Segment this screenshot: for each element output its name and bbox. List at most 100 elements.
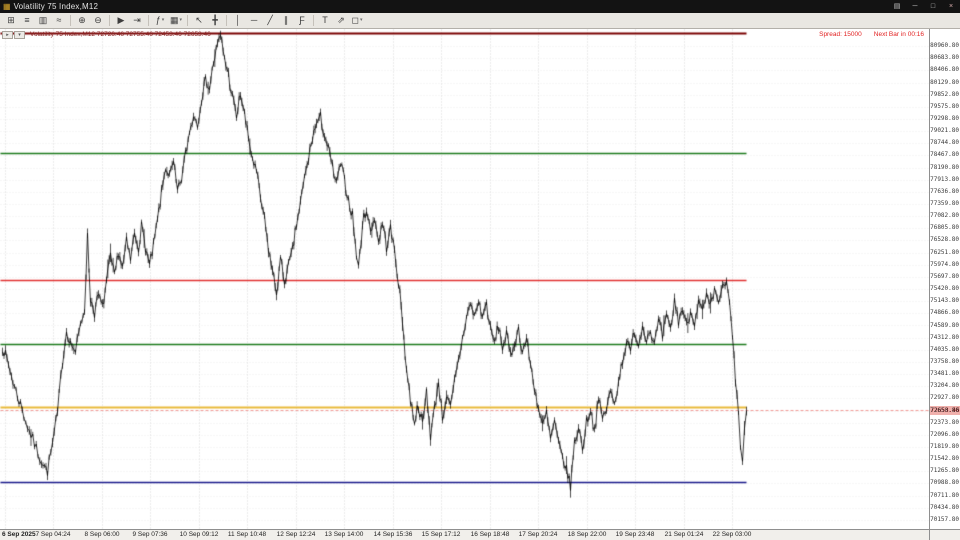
trendline-icon[interactable]: ╱ xyxy=(262,14,278,27)
price-tick-label: 73204.80 xyxy=(930,382,959,390)
time-tick-label: 13 Sep 14:00 xyxy=(324,531,364,538)
time-tick-label: 10 Sep 09:12 xyxy=(179,531,219,538)
time-tick-label: 6 Sep 2025 xyxy=(2,531,36,538)
fibonacci-retracement-icon[interactable]: Ƒ xyxy=(294,14,310,27)
time-tick-label: 17 Sep 20:24 xyxy=(518,531,558,538)
zoom-in-icon[interactable]: ⊕ xyxy=(74,14,90,27)
indicators-icon[interactable]: ƒ ▾ xyxy=(152,14,168,27)
time-tick-label: 14 Sep 15:36 xyxy=(373,531,413,538)
close-button[interactable]: × xyxy=(942,0,960,13)
minimize-button[interactable]: ─ xyxy=(906,0,924,13)
price-tick-label: 74312.80 xyxy=(930,333,959,341)
candlestick-mode-icon[interactable]: ▥ xyxy=(35,14,51,27)
window-titlebar[interactable]: ▦ Volatility 75 Index,M12 ▤ ─ □ × xyxy=(0,0,960,13)
text-label-icon[interactable]: T xyxy=(317,14,333,27)
axis-corner xyxy=(929,529,960,540)
price-tick-label: 77636.80 xyxy=(930,187,959,195)
price-tick-label: 80129.80 xyxy=(930,78,959,86)
shapes-icon[interactable]: ◻ ▾ xyxy=(349,14,365,27)
time-axis[interactable]: 6 Sep 2025 7 Sep 04:24 8 Sep 06:00 9 Sep 07… xyxy=(0,529,929,540)
time-tick-label: 16 Sep 18:48 xyxy=(470,531,510,538)
toolbar-separator xyxy=(148,15,149,26)
price-tick-label: 74035.80 xyxy=(930,345,959,353)
vertical-line-icon[interactable]: │ xyxy=(230,14,246,27)
price-tick-label: 71819.80 xyxy=(930,442,959,450)
price-tick-label: 72373.80 xyxy=(930,418,959,426)
price-tick-label: 78744.80 xyxy=(930,139,959,147)
spread-info: Spread: 15000 Next Bar in 00:16 xyxy=(819,31,924,38)
price-tick-label: 79298.80 xyxy=(930,114,959,122)
time-tick-label: 22 Sep 03:00 xyxy=(712,531,752,538)
price-tick-label: 76805.80 xyxy=(930,224,959,232)
price-tick-label: 80960.80 xyxy=(930,42,959,50)
cursor-icon[interactable]: ↖ xyxy=(191,14,207,27)
time-tick-label: 11 Sep 10:48 xyxy=(227,531,267,538)
price-tick-label: 70434.80 xyxy=(930,503,959,511)
toolbar-separator xyxy=(313,15,315,26)
maximize-button[interactable]: □ xyxy=(924,0,942,13)
toolbar-separator xyxy=(70,15,71,26)
chart-app-icon: ▦ xyxy=(3,2,11,11)
toolbar: ⊞ ≡ ▥ ≈ ⊕ ⊖ ▶ ⇥ ƒ ▾ ▦ ▾ ↖ ╋ │ ─ ╱ ∥ Ƒ T ⇗ ◻ ▾ xyxy=(0,13,960,29)
price-tick-label: 77082.80 xyxy=(930,212,959,220)
horizontal-line-icon[interactable]: ─ xyxy=(246,14,262,27)
toolbar-separator xyxy=(109,15,110,26)
price-tick-label: 80406.80 xyxy=(930,66,959,74)
window-title: Volatility 75 Index,M12 xyxy=(13,2,99,11)
price-tick-label: 78467.80 xyxy=(930,151,959,159)
symbol-ohlc-info: Volatility 75 Index,M12 72726.46 72755.4… xyxy=(30,31,211,38)
chart-area: ▸ ▾ Volatility 75 Index,M12 72726.46 7275… xyxy=(0,29,960,540)
arrows-icon[interactable]: ⇗ xyxy=(333,14,349,27)
price-tick-label: 72927.80 xyxy=(930,394,959,402)
crosshair-icon[interactable]: ╋ xyxy=(207,14,223,27)
depth-of-market-icon[interactable]: ▾ xyxy=(14,31,25,39)
chevron-down-icon: ▾ xyxy=(360,17,363,23)
time-tick-label: 12 Sep 12:24 xyxy=(276,531,316,538)
price-axis[interactable]: 72653.46 80960.80 80683.80 80406.80 80129.8… xyxy=(929,29,960,529)
price-tick-label: 79021.80 xyxy=(930,127,959,135)
price-tick-label: 80683.80 xyxy=(930,54,959,62)
price-tick-label: 73481.80 xyxy=(930,370,959,378)
price-tick-label: 76528.80 xyxy=(930,236,959,244)
tile-windows-icon[interactable]: ⊞ xyxy=(3,14,19,27)
time-tick-label: 7 Sep 04:24 xyxy=(35,531,71,538)
price-tick-label: 79575.80 xyxy=(930,102,959,110)
templates-icon[interactable]: ▦ ▾ xyxy=(170,15,183,25)
chevron-down-icon: ▾ xyxy=(161,17,165,23)
price-tick-label: 74589.80 xyxy=(930,321,959,329)
price-tick-label: 72096.80 xyxy=(930,430,959,438)
chart-shift-icon[interactable]: ⇥ xyxy=(129,14,145,27)
price-tick-label: 75420.80 xyxy=(930,285,959,293)
price-tick-label: 75974.80 xyxy=(930,260,959,268)
price-tick-label: 79852.80 xyxy=(930,90,959,98)
price-tick-label: 77359.80 xyxy=(930,200,959,207)
price-tick-label: 72650.80 xyxy=(930,406,959,414)
chevron-down-icon: ▾ xyxy=(179,17,183,23)
spread-value: Spread: 15000 xyxy=(819,31,862,38)
time-tick-label: 21 Sep 01:24 xyxy=(664,531,704,538)
time-tick-label: 9 Sep 07:36 xyxy=(132,531,168,538)
toolbar-separator xyxy=(187,15,189,26)
time-tick-label: 18 Sep 22:00 xyxy=(567,531,607,538)
price-tick-label: 70711.80 xyxy=(930,491,959,499)
zoom-out-icon[interactable]: ⊖ xyxy=(90,14,106,27)
price-tick-label: 71542.80 xyxy=(930,455,959,463)
price-tick-label: 78190.80 xyxy=(930,163,959,171)
equidistant-channel-icon[interactable]: ∥ xyxy=(278,14,294,27)
one-click-trading-icon[interactable]: ▸ xyxy=(2,31,13,39)
price-tick-label: 70157.80 xyxy=(930,515,959,523)
price-tick-label: 76251.80 xyxy=(930,248,959,256)
chart-canvas[interactable] xyxy=(0,29,929,529)
price-tick-label: 70988.80 xyxy=(930,479,959,487)
auto-scroll-icon[interactable]: ▶ xyxy=(113,14,129,27)
price-tick-label: 71265.80 xyxy=(930,467,959,475)
price-tick-label: 73758.80 xyxy=(930,357,959,365)
virtual-keyboard-icon[interactable]: ▤ xyxy=(888,0,906,13)
chart-quick-buttons: ▸ ▾ xyxy=(2,31,25,39)
line-chart-mode-icon[interactable]: ≈ xyxy=(51,14,67,27)
bar-chart-mode-icon[interactable]: ≡ xyxy=(19,14,35,27)
price-tick-label: 75697.80 xyxy=(930,272,959,280)
time-tick-label: 19 Sep 23:48 xyxy=(615,531,655,538)
next-bar-countdown: Next Bar in 00:16 xyxy=(873,31,924,38)
price-tick-label: 74866.80 xyxy=(930,309,959,317)
